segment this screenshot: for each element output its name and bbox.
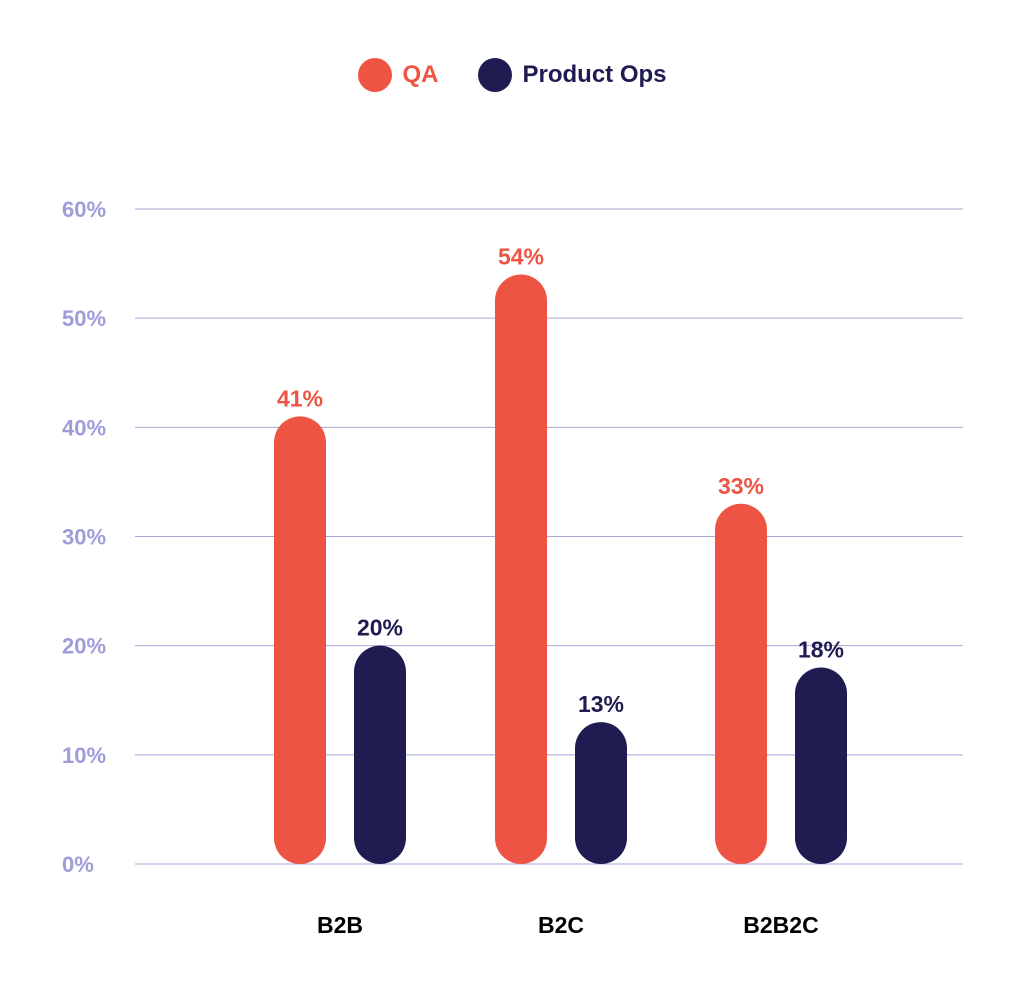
legend: QA Product Ops [0, 58, 1025, 92]
bar-product-ops-b2b [354, 645, 406, 864]
y-tick-label: 0% [62, 852, 94, 877]
x-category-label: B2C [538, 912, 584, 938]
y-tick-label: 60% [62, 197, 106, 222]
x-category-label: B2B [317, 912, 363, 938]
legend-label-qa: QA [402, 61, 439, 88]
y-tick-label: 10% [62, 743, 106, 768]
data-label: 18% [798, 637, 844, 663]
legend-item-product-ops: Product Ops [478, 58, 667, 92]
data-label: 33% [718, 473, 764, 499]
bar-product-ops-b2b2c [795, 667, 847, 864]
bar-product-ops-b2c [575, 722, 627, 864]
bar-qa-b2b2c [715, 503, 767, 864]
legend-swatch-qa [358, 58, 393, 92]
y-tick-label: 20% [62, 634, 106, 659]
bar-qa-b2c [495, 274, 547, 864]
legend-item-qa: QA [358, 58, 438, 92]
legend-swatch-product-ops [478, 58, 513, 92]
y-tick-label: 40% [62, 415, 106, 440]
y-tick-label: 50% [62, 306, 106, 331]
y-tick-label: 30% [62, 525, 106, 550]
data-label: 54% [498, 244, 544, 270]
data-label: 13% [578, 691, 624, 717]
x-category-label: B2B2C [743, 912, 818, 938]
data-label: 20% [357, 615, 403, 641]
legend-label-product-ops: Product Ops [522, 61, 667, 88]
data-label: 41% [277, 385, 323, 411]
bar-qa-b2b [274, 416, 326, 864]
